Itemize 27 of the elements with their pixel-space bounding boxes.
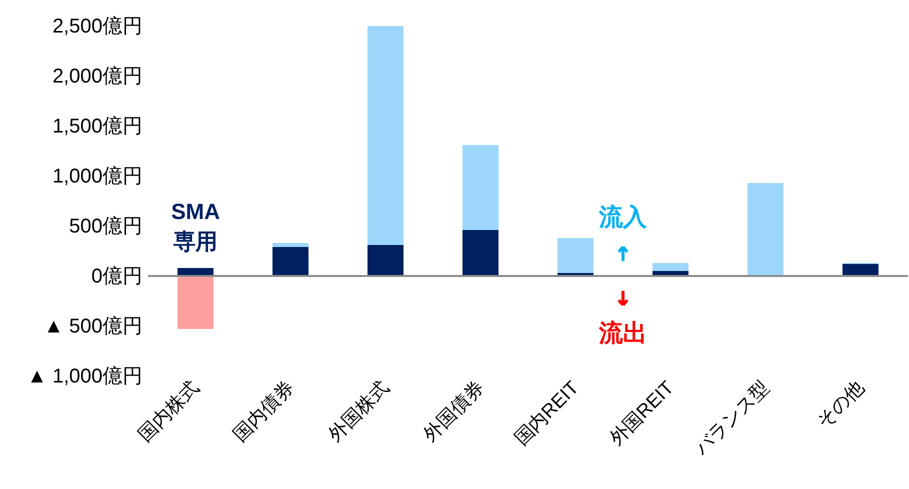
bar — [272, 243, 308, 247]
annotation: 流入 — [598, 204, 648, 231]
annotation: 流出 — [598, 320, 647, 347]
bar — [178, 276, 214, 329]
x-tick-label: その他 — [813, 377, 868, 433]
y-tick-label: 2,000億円 — [52, 66, 142, 88]
y-tick-label: 500億円 — [69, 216, 142, 238]
y-tick-label: 0億円 — [91, 266, 142, 288]
y-tick-label: ▲ 1,000億円 — [27, 366, 142, 388]
bar — [558, 238, 594, 273]
y-tick-label: 1,000億円 — [52, 166, 142, 188]
bar — [462, 145, 498, 230]
y-tick-label: 2,500億円 — [52, 16, 142, 38]
bar — [462, 230, 498, 276]
x-tick-label: 外国債券 — [420, 377, 488, 446]
bar — [368, 245, 404, 276]
bar — [842, 264, 878, 276]
series-label: SMA 専用 — [171, 199, 220, 254]
bar — [748, 183, 784, 276]
y-tick-label: ▲ 500億円 — [44, 316, 142, 338]
x-tick-label: 外国株式 — [324, 377, 394, 446]
y-tick-label: 1,500億円 — [52, 116, 142, 138]
bar — [368, 26, 404, 245]
x-tick-label: 国内債券 — [230, 377, 298, 446]
bar — [272, 247, 308, 276]
x-tick-label: バランス型 — [690, 377, 774, 460]
bar — [652, 263, 688, 271]
